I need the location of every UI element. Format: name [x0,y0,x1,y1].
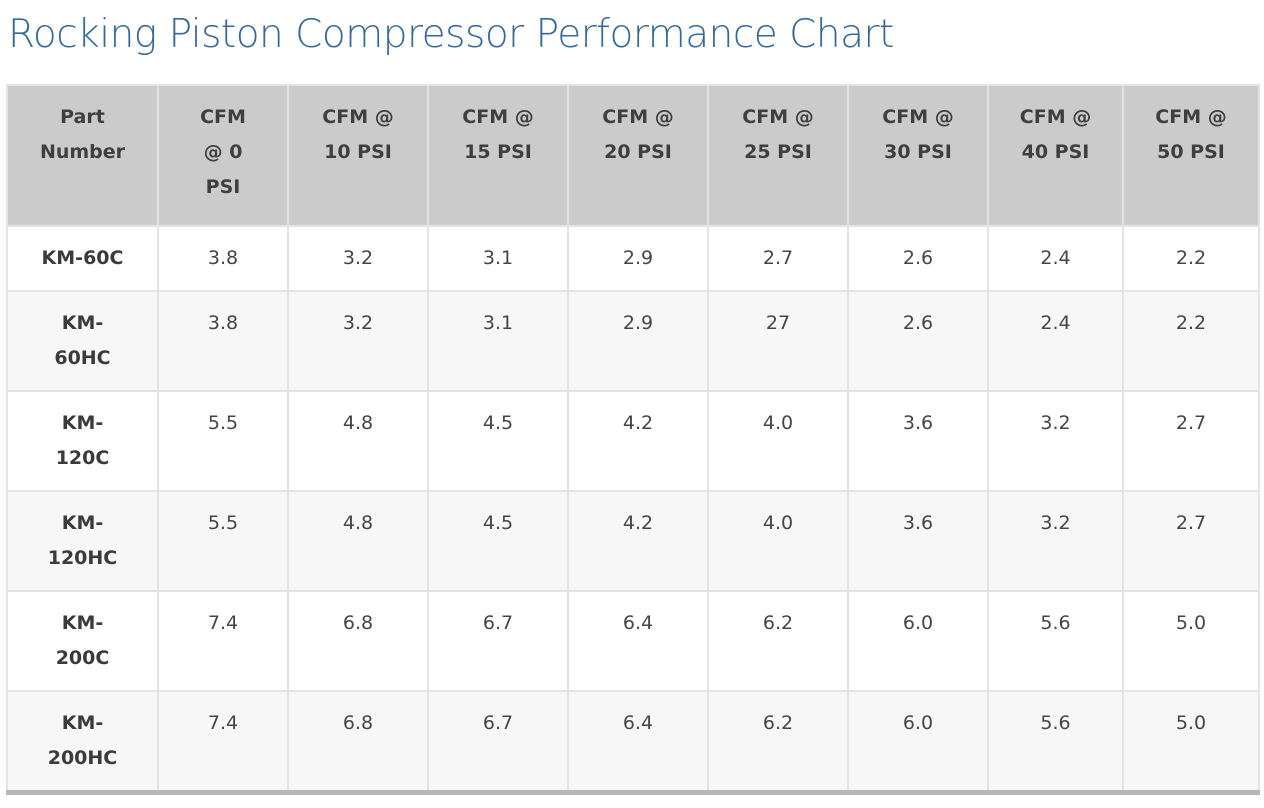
part-number-cell: KM-120HC [6,490,159,592]
cfm-value-cell: 2.4 [987,290,1124,392]
part-number-cell: KM-200HC [6,690,159,794]
header-row: Part Number CFM @ 0 PSI CFM @ 10 PSI CFM @ … [6,84,1260,227]
cfm-value-cell: 5.0 [1122,590,1260,692]
column-header-label: CFM @ 15 PSI [462,106,534,163]
column-header: CFM @ 10 PSI [287,84,429,227]
cfm-value-cell: 2.4 [987,225,1124,292]
cfm-value-cell: 3.6 [847,490,989,592]
cfm-value-cell: 4.0 [707,490,849,592]
cfm-value-cell: 6.0 [847,690,989,794]
cfm-value-cell: 3.8 [157,225,289,292]
table-row: KM-60HC 3.8 3.2 3.1 2.9 27 2.6 2.4 2.2 [6,290,1260,392]
part-number: KM-60HC [54,312,111,369]
cfm-value-cell: 4.5 [427,490,569,592]
cfm-value-cell: 7.4 [157,690,289,794]
column-header-label: CFM @ 50 PSI [1155,106,1227,163]
cfm-value-cell: 6.4 [567,690,709,794]
part-number: KM-60C [41,247,124,269]
cfm-value-cell: 6.2 [707,590,849,692]
cfm-value-cell: 5.6 [987,590,1124,692]
cfm-value-cell: 4.8 [287,390,429,492]
cfm-value-cell: 6.0 [847,590,989,692]
cfm-value-cell: 2.2 [1122,225,1260,292]
part-number: KM-200C [55,612,110,669]
cfm-value-cell: 2.9 [567,290,709,392]
part-number: KM-200HC [47,712,118,769]
cfm-value-cell: 4.2 [567,490,709,592]
part-number-cell: KM-200C [6,590,159,692]
column-header-label: CFM @ 20 PSI [602,106,674,163]
table-row: KM-120C 5.5 4.8 4.5 4.2 4.0 3.6 3.2 2.7 [6,390,1260,492]
cfm-value-cell: 3.1 [427,225,569,292]
cfm-value-cell: 3.2 [987,390,1124,492]
part-number-cell: KM-60C [6,225,159,292]
cfm-value-cell: 6.2 [707,690,849,794]
column-header-label: CFM @ 40 PSI [1019,106,1092,163]
cfm-value-cell: 6.4 [567,590,709,692]
cfm-value-cell: 6.7 [427,690,569,794]
performance-table: Part Number CFM @ 0 PSI CFM @ 10 PSI CFM @ … [6,84,1260,795]
column-header-label: CFM @ 30 PSI [882,106,954,163]
table-row: KM-200HC 7.4 6.8 6.7 6.4 6.2 6.0 5.6 5.0 [6,690,1260,794]
column-header-label: CFM @ 10 PSI [322,106,394,163]
cfm-value-cell: 2.6 [847,225,989,292]
table-row: KM-120HC 5.5 4.8 4.5 4.2 4.0 3.6 3.2 2.7 [6,490,1260,592]
cfm-value-cell: 5.5 [157,490,289,592]
table-row: KM-200C 7.4 6.8 6.7 6.4 6.2 6.0 5.6 5.0 [6,590,1260,692]
cfm-value-cell: 5.5 [157,390,289,492]
cfm-value-cell: 5.6 [987,690,1124,794]
cfm-value-cell: 3.1 [427,290,569,392]
column-header-label: CFM @ 25 PSI [742,106,814,163]
table-header: Part Number CFM @ 0 PSI CFM @ 10 PSI CFM @ … [6,84,1260,227]
cfm-value-cell: 3.6 [847,390,989,492]
table-row: KM-60C 3.8 3.2 3.1 2.9 2.7 2.6 2.4 2.2 [6,225,1260,292]
part-number-cell: KM-60HC [6,290,159,392]
page-title: Rocking Piston Compressor Performance Ch… [8,12,894,57]
column-header: CFM @ 20 PSI [567,84,709,227]
cfm-value-cell: 5.0 [1122,690,1260,794]
table-body: KM-60C 3.8 3.2 3.1 2.9 2.7 2.6 2.4 2.2 KM-60HC 3.8… [6,225,1260,794]
cfm-value-cell: 6.8 [287,690,429,794]
cfm-value-cell: 6.8 [287,590,429,692]
cfm-value-cell: 2.9 [567,225,709,292]
column-header: CFM @ 25 PSI [707,84,849,227]
cfm-value-cell: 3.8 [157,290,289,392]
part-number-cell: KM-120C [6,390,159,492]
cfm-value-cell: 3.2 [987,490,1124,592]
cfm-value-cell: 2.6 [847,290,989,392]
cfm-value-cell: 4.0 [707,390,849,492]
cfm-value-cell: 6.7 [427,590,569,692]
cfm-value-cell: 27 [707,290,849,392]
column-header: Part Number [6,84,159,227]
cfm-value-cell: 7.4 [157,590,289,692]
cfm-value-cell: 3.2 [287,225,429,292]
cfm-value-cell: 4.8 [287,490,429,592]
cfm-value-cell: 4.5 [427,390,569,492]
column-header: CFM @ 15 PSI [427,84,569,227]
cfm-value-cell: 2.7 [1122,490,1260,592]
part-number: KM-120HC [47,512,118,569]
cfm-value-cell: 3.2 [287,290,429,392]
column-header: CFM @ 0 PSI [157,84,289,227]
column-header: CFM @ 50 PSI [1122,84,1260,227]
part-number: KM-120C [55,412,110,469]
column-header-label: Part Number [39,106,126,163]
column-header: CFM @ 30 PSI [847,84,989,227]
column-header-label: CFM @ 0 PSI [200,106,246,198]
column-header: CFM @ 40 PSI [987,84,1124,227]
cfm-value-cell: 4.2 [567,390,709,492]
cfm-value-cell: 2.7 [1122,390,1260,492]
cfm-value-cell: 2.7 [707,225,849,292]
cfm-value-cell: 2.2 [1122,290,1260,392]
